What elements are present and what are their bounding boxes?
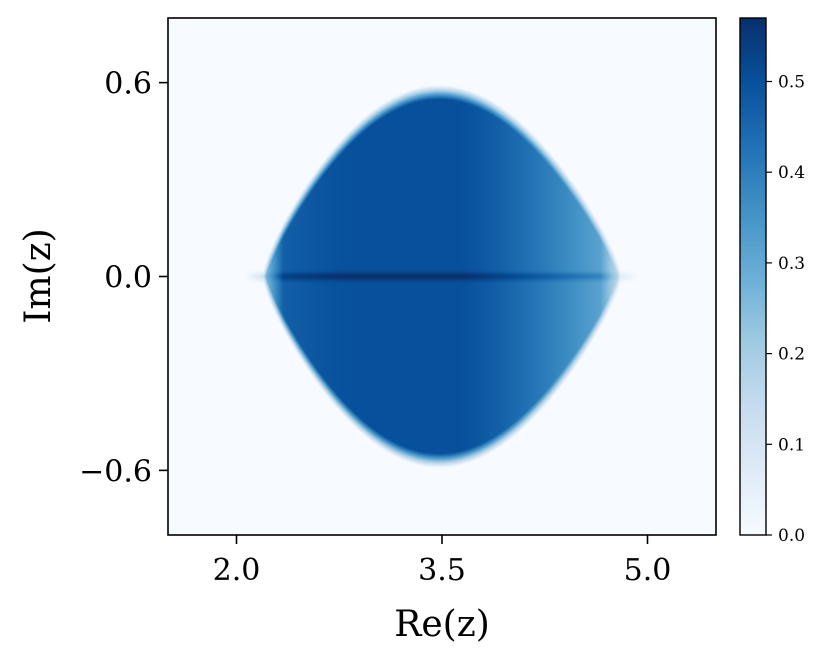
x-tick-label: 2.0 <box>213 553 261 588</box>
colorbar-tick-label: 0.0 <box>778 526 805 546</box>
density-heatmap <box>168 18 716 535</box>
x-axis-label: Re(z) <box>394 604 489 645</box>
colorbar-gradient <box>740 18 766 535</box>
heatmap-plot: 2.0 3.5 5.0 0.6 0.0 −0.6 Re(z) Im(z) <box>18 17 717 645</box>
colorbar-tick-label: 0.1 <box>778 435 805 455</box>
x-tick-label: 3.5 <box>418 553 466 588</box>
y-tick-label: 0.6 <box>104 67 152 102</box>
x-tick-label: 5.0 <box>624 553 672 588</box>
colorbar-frame <box>739 17 767 536</box>
x-axis-ticks: 2.0 3.5 5.0 <box>213 535 672 588</box>
y-tick-label: 0.0 <box>104 261 152 296</box>
colorbar-tick-label: 0.3 <box>778 254 805 274</box>
colorbar-tick-label: 0.5 <box>778 72 805 92</box>
y-axis-ticks: 0.6 0.0 −0.6 <box>79 67 168 489</box>
colorbar-ticks: 0.0 0.1 0.2 0.3 0.4 0.5 <box>766 72 805 546</box>
colorbar: 0.0 0.1 0.2 0.3 0.4 0.5 <box>739 17 805 546</box>
y-axis-label: Im(z) <box>18 228 59 323</box>
colorbar-tick-label: 0.4 <box>778 163 805 183</box>
colorbar-tick-label: 0.2 <box>778 345 805 365</box>
y-tick-label: −0.6 <box>79 454 152 489</box>
